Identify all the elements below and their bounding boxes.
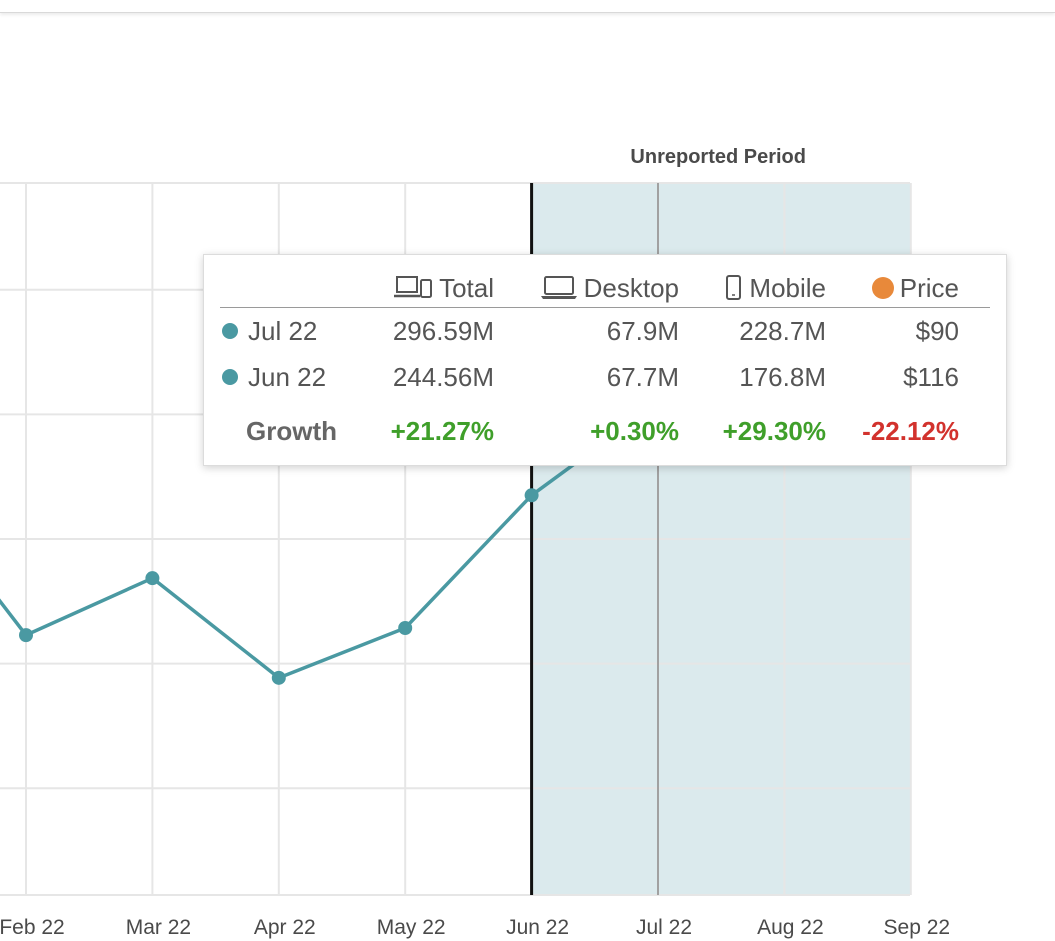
tooltip-header-mobile-label: Mobile — [749, 273, 826, 303]
tooltip-header-total-label: Total — [439, 273, 494, 303]
devices-icon — [394, 276, 433, 298]
growth-mobile: +29.30% — [722, 416, 826, 446]
data-tooltip: Total Desktop Mobile Price Jul 22 296 — [203, 254, 1007, 466]
tooltip-cell-total: 244.56M — [392, 362, 494, 392]
tooltip-row-label: Jun 22 — [222, 362, 326, 392]
tooltip-cell-desktop: 67.7M — [606, 362, 679, 392]
tooltip-header-desktop: Desktop — [514, 273, 679, 303]
tooltip-header-total: Total — [374, 273, 494, 303]
x-tick-label: May 22 — [377, 916, 446, 939]
tooltip-header-mobile: Mobile — [694, 273, 826, 303]
laptop-icon — [540, 276, 577, 299]
x-tick-label: Feb 22 — [0, 916, 65, 939]
data-point — [145, 571, 160, 586]
tooltip-header-price: Price — [844, 273, 959, 303]
x-tick-label: Apr 22 — [254, 916, 316, 939]
series-dot-icon — [222, 323, 238, 339]
tooltip-divider — [220, 307, 990, 308]
x-tick-label: Jun 22 — [506, 916, 569, 939]
x-tick-label: Aug 22 — [757, 916, 824, 939]
price-dot-icon — [871, 277, 894, 299]
tooltip-cell-desktop: 67.9M — [606, 316, 679, 346]
tooltip-cell-mobile: 176.8M — [739, 362, 826, 392]
tooltip-header-desktop-label: Desktop — [583, 273, 679, 303]
tooltip-row-label-text: Jun 22 — [248, 362, 327, 392]
phone-icon — [726, 275, 742, 300]
tooltip-cell-price: $90 — [915, 316, 959, 346]
tooltip-cell-mobile: 228.7M — [739, 316, 826, 346]
tooltip-cell-total: 296.59M — [392, 316, 494, 346]
tooltip-growth-label: Growth — [246, 416, 337, 446]
unreported-period-label: Unreported Period — [630, 146, 806, 168]
data-point — [271, 670, 286, 685]
data-point — [19, 628, 33, 643]
tooltip-row-label: Jul 22 — [222, 316, 317, 346]
growth-price: -22.12% — [862, 416, 959, 446]
tooltip-header-price-label: Price — [899, 273, 959, 303]
data-point — [398, 621, 413, 635]
x-tick-label: Jul 22 — [636, 916, 692, 939]
growth-desktop: +0.30% — [590, 416, 679, 446]
x-tick-label: Mar 22 — [126, 916, 191, 939]
data-point — [524, 488, 539, 503]
tooltip-cell-price: $116 — [903, 362, 959, 392]
growth-total: +21.27% — [390, 416, 494, 446]
top-border — [0, 0, 1055, 13]
x-tick-label: Sep 22 — [884, 916, 951, 939]
series-dot-icon — [222, 369, 238, 385]
tooltip-row-label-text: Jul 22 — [248, 316, 318, 346]
